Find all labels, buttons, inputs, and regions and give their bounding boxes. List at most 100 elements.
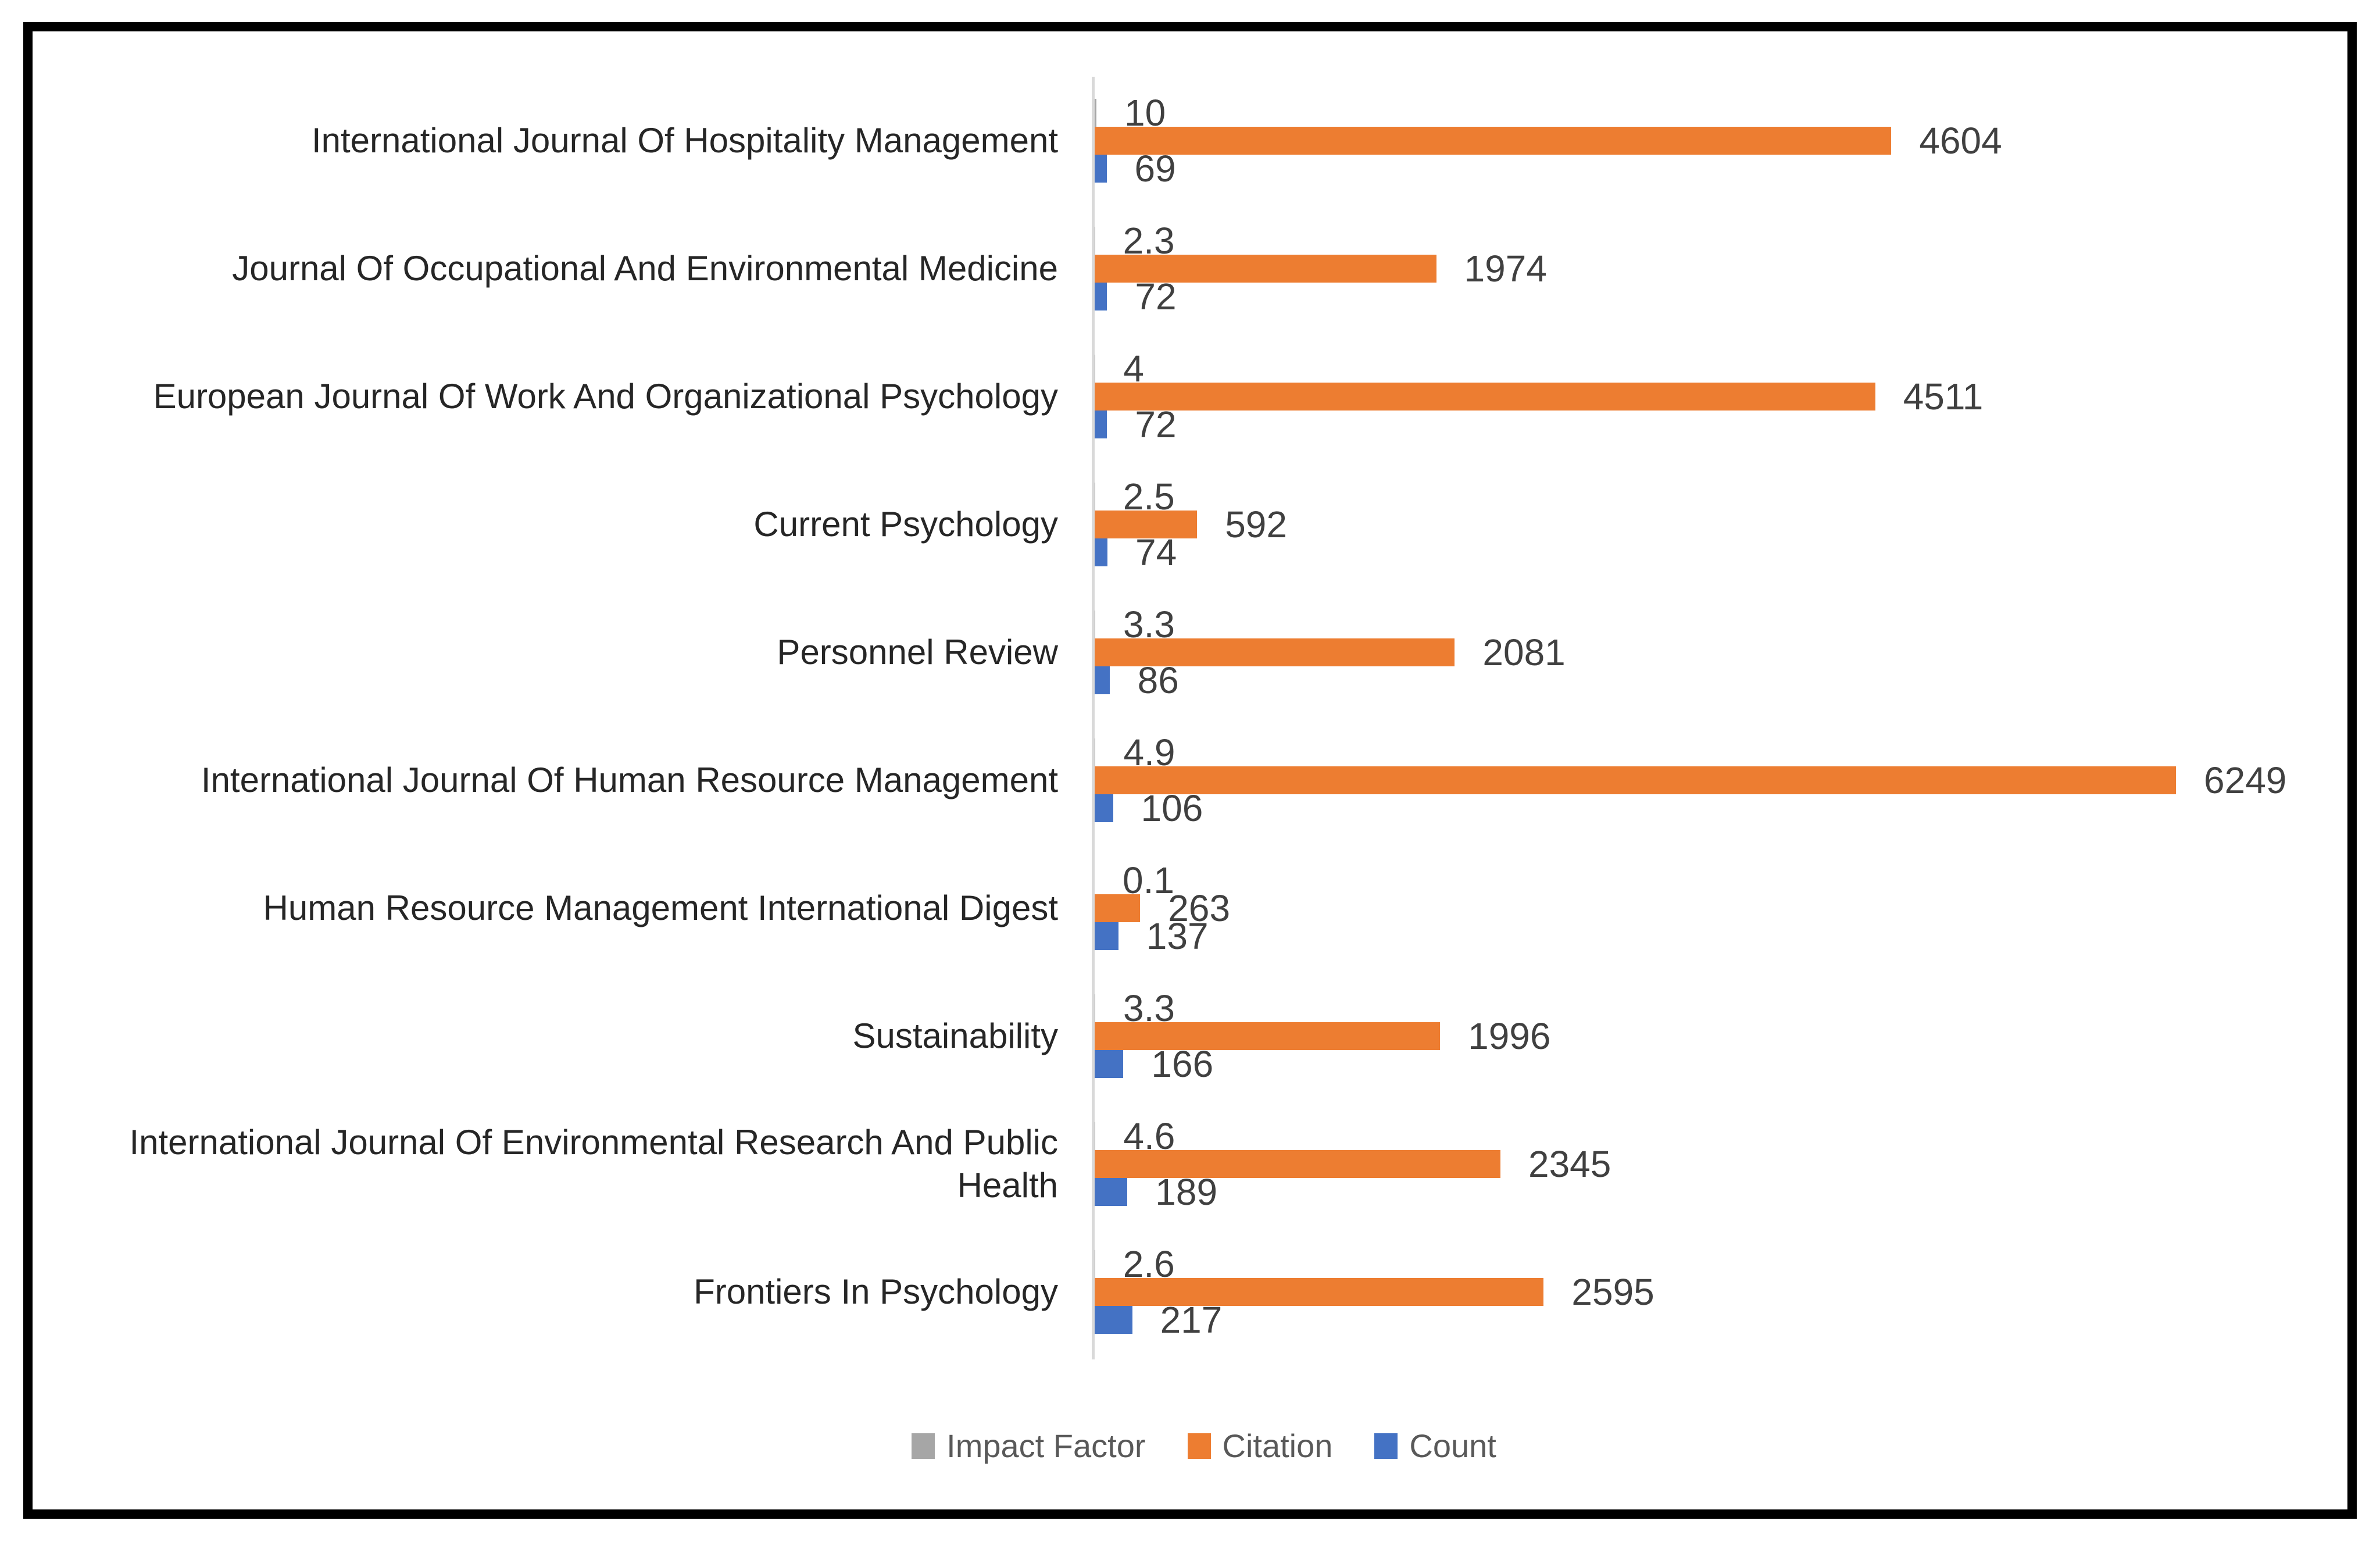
citation-value-label: 2595 xyxy=(1571,1271,1654,1313)
category-axis-line xyxy=(1092,77,1095,1359)
category-row: Personnel Review 3.3 2081 86 xyxy=(33,588,2347,716)
count-bar xyxy=(1095,538,1108,566)
count-slot: 166 xyxy=(1095,1043,2315,1085)
category-label: Personnel Review xyxy=(777,633,1058,672)
impact-factor-slot: 3.3 xyxy=(1095,604,2315,645)
category-label: Sustainability xyxy=(852,1016,1058,1055)
count-bar xyxy=(1095,1306,1132,1334)
bar-group: 4.9 6249 106 xyxy=(1095,731,2315,829)
category-label: European Journal Of Work And Organizatio… xyxy=(153,377,1058,416)
legend: Impact Factor Citation Count xyxy=(47,1427,2361,1465)
category-label: International Journal Of Hospitality Man… xyxy=(311,121,1058,160)
count-value-label: 217 xyxy=(1160,1299,1223,1341)
citation-bar xyxy=(1095,766,2176,794)
count-bar xyxy=(1095,283,1107,310)
chart-frame: International Journal Of Hospitality Man… xyxy=(23,22,2357,1519)
category-row: European Journal Of Work And Organizatio… xyxy=(33,333,2347,461)
bar-group: 3.3 1996 166 xyxy=(1095,987,2315,1085)
bar-group: 3.3 2081 86 xyxy=(1095,604,2315,701)
count-slot: 69 xyxy=(1095,148,2315,190)
impact-factor-bar xyxy=(1095,99,1096,127)
bar-group: 4 4511 72 xyxy=(1095,348,2315,445)
legend-label: Impact Factor xyxy=(946,1427,1146,1464)
citation-bar xyxy=(1095,638,1455,666)
citation-bar xyxy=(1095,1278,1544,1306)
count-bar xyxy=(1095,794,1113,822)
category-label: International Journal Of Human Resource … xyxy=(201,761,1058,799)
citation-slot: 1996 xyxy=(1095,1015,2315,1057)
count-value-label: 72 xyxy=(1135,404,1177,445)
count-value-label: 72 xyxy=(1135,276,1177,317)
count-slot: 74 xyxy=(1095,531,2315,573)
count-slot: 106 xyxy=(1095,787,2315,829)
count-value-label: 86 xyxy=(1137,659,1179,701)
count-bar xyxy=(1095,155,1107,183)
count-swatch-icon xyxy=(1374,1433,1398,1459)
citation-value-label: 263 xyxy=(1168,887,1231,929)
citation-value-label: 1974 xyxy=(1464,248,1547,290)
category-label: Journal Of Occupational And Environmenta… xyxy=(232,249,1058,288)
citation-bar xyxy=(1095,1022,1441,1050)
count-slot: 189 xyxy=(1095,1171,2315,1213)
citation-slot: 592 xyxy=(1095,504,2315,545)
citation-bar xyxy=(1095,127,1892,155)
legend-item-citation: Citation xyxy=(1187,1427,1333,1465)
bar-group: 10 4604 69 xyxy=(1095,92,2315,190)
category-label: Human Resource Management International … xyxy=(263,888,1058,927)
category-row: Journal Of Occupational And Environmenta… xyxy=(33,205,2347,333)
citation-slot: 263 xyxy=(1095,887,2315,929)
count-slot: 86 xyxy=(1095,659,2315,701)
impact-factor-slot: 4.9 xyxy=(1095,731,2315,773)
citation-value-label: 2345 xyxy=(1528,1143,1611,1185)
bar-group: 2.6 2595 217 xyxy=(1095,1243,2315,1341)
citation-slot: 2081 xyxy=(1095,631,2315,673)
legend-label: Count xyxy=(1409,1427,1496,1464)
impact-factor-slot: 10 xyxy=(1095,92,2315,134)
count-bar xyxy=(1095,1050,1124,1078)
citation-value-label: 6249 xyxy=(2204,759,2287,801)
count-bar xyxy=(1095,666,1110,694)
citation-value-label: 4604 xyxy=(1919,120,2002,162)
citation-bar xyxy=(1095,255,1436,283)
category-row: Frontiers In Psychology 2.6 2595 217 xyxy=(33,1228,2347,1356)
count-slot: 137 xyxy=(1095,915,2315,957)
citation-bar xyxy=(1095,383,1875,411)
count-bar xyxy=(1095,922,1118,950)
count-slot: 72 xyxy=(1095,404,2315,445)
category-label: Frontiers In Psychology xyxy=(694,1272,1058,1311)
category-row: International Journal Of Environmental R… xyxy=(33,1100,2347,1228)
citation-value-label: 4511 xyxy=(1903,376,1984,417)
category-label: Current Psychology xyxy=(753,505,1058,544)
category-row: International Journal Of Human Resource … xyxy=(33,716,2347,844)
count-slot: 72 xyxy=(1095,276,2315,317)
citation-bar xyxy=(1095,511,1198,538)
impact-factor-slot: 3.3 xyxy=(1095,987,2315,1029)
impact-factor-slot: 2.3 xyxy=(1095,220,2315,262)
count-bar xyxy=(1095,1178,1128,1206)
legend-label: Citation xyxy=(1222,1427,1333,1464)
impact-factor-swatch-icon xyxy=(912,1433,935,1459)
citation-bar xyxy=(1095,894,1141,922)
citation-slot: 1974 xyxy=(1095,248,2315,290)
count-value-label: 166 xyxy=(1151,1043,1214,1085)
category-row: Human Resource Management International … xyxy=(33,844,2347,972)
impact-factor-slot: 0.1 xyxy=(1095,859,2315,901)
category-row: Sustainability 3.3 1996 166 xyxy=(33,972,2347,1100)
citation-slot: 2595 xyxy=(1095,1271,2315,1313)
count-slot: 217 xyxy=(1095,1299,2315,1341)
impact-factor-slot: 2.6 xyxy=(1095,1243,2315,1285)
category-row: Current Psychology 2.5 592 74 xyxy=(33,461,2347,588)
category-label: International Journal Of Environmental R… xyxy=(129,1123,1058,1205)
citation-slot: 2345 xyxy=(1095,1143,2315,1185)
count-bar xyxy=(1095,411,1107,438)
citation-value-label: 592 xyxy=(1225,504,1287,545)
citation-bar xyxy=(1095,1150,1500,1178)
count-value-label: 74 xyxy=(1135,531,1177,573)
citation-slot: 6249 xyxy=(1095,759,2315,801)
citation-value-label: 2081 xyxy=(1482,631,1566,673)
legend-item-count: Count xyxy=(1374,1427,1496,1465)
impact-factor-slot: 4.6 xyxy=(1095,1115,2315,1157)
count-value-label: 137 xyxy=(1146,915,1209,957)
category-row: International Journal Of Hospitality Man… xyxy=(33,77,2347,205)
citation-swatch-icon xyxy=(1187,1433,1211,1459)
